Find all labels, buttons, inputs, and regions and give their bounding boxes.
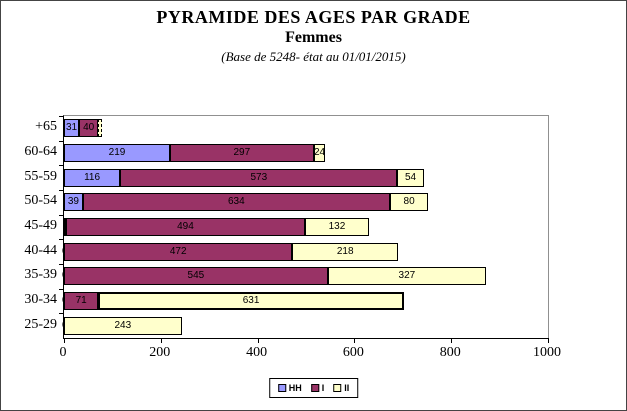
legend: HH I II [268, 378, 359, 398]
bar-segment-ii: 631 [98, 292, 404, 310]
chart-title: PYRAMIDE DES AGES PAR GRADE [156, 7, 471, 27]
bar-segment-ii: 218 [292, 242, 398, 261]
bar-segment-ii: 132 [305, 218, 369, 236]
bar-segment-hh: 219 [64, 144, 170, 162]
y-axis-tick [59, 140, 63, 142]
bar-value-label: 494 [177, 221, 194, 232]
x-axis-label: 1000 [533, 345, 561, 360]
y-axis-label: 25-29 [24, 316, 57, 332]
legend-swatch-ii [333, 384, 342, 392]
bar-value-label: 634 [227, 196, 245, 208]
bar-value-label: 545 [187, 270, 205, 282]
bar-value-label: 39 [67, 196, 79, 208]
bar-segment-i: 297 [169, 144, 314, 162]
legend-label: II [344, 383, 350, 393]
x-axis-label: 200 [149, 345, 171, 360]
y-axis-label: +65 [35, 119, 57, 135]
x-axis-tick [451, 338, 453, 343]
bar-segment-hh: 31 [64, 119, 79, 138]
legend-item-ii: II [333, 383, 349, 393]
bar-segment-i: 40 [79, 119, 99, 138]
bar-segment-i: 545 [64, 267, 328, 286]
bar-segment-ii: 243 [64, 316, 182, 335]
bar-value-label: 24 [313, 147, 326, 158]
x-axis-label: 600 [342, 345, 364, 360]
y-axis-label: 40-44 [24, 242, 57, 258]
bar-value-label: 243 [114, 319, 132, 331]
bar-segment-ii: 80 [389, 193, 429, 212]
bar-segment-hh: 116 [64, 168, 121, 187]
bar-value-label: 31 [65, 122, 78, 134]
bar-segment-i: 472 [64, 242, 293, 261]
bar-value-label: 219 [108, 147, 126, 158]
x-axis-tick [160, 338, 162, 343]
y-axis-tick [59, 313, 63, 315]
y-axis-tick [59, 288, 63, 290]
y-axis-tick [59, 239, 63, 241]
bar-segment-i: 71 [64, 292, 99, 310]
legend-item-i: I [310, 383, 325, 393]
bar-segment-ii: 54 [397, 168, 424, 187]
legend-label: I [321, 383, 325, 393]
bar-segment-i: 573 [120, 168, 398, 187]
y-axis-tick [59, 165, 63, 167]
bar-value-label: 116 [84, 171, 101, 183]
y-axis-label: 55-59 [24, 168, 57, 184]
bar-segment-ii: 327 [327, 267, 487, 286]
bar-segment-ii: 24 [313, 144, 326, 162]
bar-segment-hh [64, 218, 66, 236]
bar-segment-i: 634 [82, 193, 390, 212]
chart-subtitle: Femmes [285, 29, 342, 46]
bar-value-label: 54 [404, 171, 417, 183]
x-axis-tick [354, 338, 356, 343]
y-axis-tick [59, 264, 63, 265]
y-axis-label: 35-39 [24, 267, 57, 283]
bar-value-label: 218 [336, 245, 354, 257]
x-axis-tick [64, 338, 65, 343]
x-axis-tick [548, 338, 549, 343]
y-axis-label: 50-54 [24, 193, 57, 209]
bar-segment-i: 494 [65, 218, 306, 236]
x-axis-tick [257, 338, 259, 343]
legend-item-hh: HH [277, 383, 302, 393]
chart-note: (Base de 5248- état au 01/01/2015) [221, 49, 406, 64]
y-axis-tick [59, 214, 63, 216]
bar-value-label: 631 [242, 295, 260, 306]
legend-label: HH [288, 383, 302, 393]
bar-value-label: 71 [75, 295, 87, 306]
bar-segment-hh: 39 [64, 193, 83, 212]
y-axis-tick [59, 116, 63, 117]
y-axis-label: 30-34 [24, 292, 57, 307]
y-axis-label: 45-49 [24, 218, 57, 233]
x-axis-label: 0 [59, 345, 67, 360]
legend-swatch-hh [277, 384, 286, 392]
plot-area: 3140219297241165735439634804941320472218… [59, 115, 549, 343]
x-axis-label: 800 [439, 345, 461, 360]
x-axis-label: 400 [246, 345, 268, 360]
bar-value-label: 297 [233, 147, 251, 158]
bar-value-label: 40 [83, 122, 95, 134]
bar-value-label: 472 [169, 245, 187, 257]
bar-value-label: 327 [398, 270, 416, 282]
y-axis-label: 60-64 [24, 144, 57, 159]
bar-value-label: 132 [328, 221, 346, 232]
y-axis-tick [59, 190, 63, 191]
bar-value-label: 573 [250, 171, 268, 183]
bar-value-label: 80 [403, 196, 415, 208]
bar-segment-ii [98, 119, 103, 138]
legend-swatch-i [310, 384, 319, 392]
